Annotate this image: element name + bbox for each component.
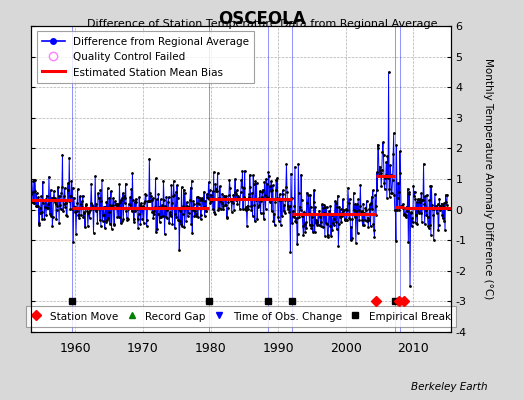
Text: Difference of Station Temperature Data from Regional Average: Difference of Station Temperature Data f… [87, 19, 437, 29]
Legend: Station Move, Record Gap, Time of Obs. Change, Empirical Break: Station Move, Record Gap, Time of Obs. C… [26, 306, 456, 327]
Text: Berkeley Earth: Berkeley Earth [411, 382, 487, 392]
Text: OSCEOLA: OSCEOLA [218, 10, 306, 28]
Y-axis label: Monthly Temperature Anomaly Difference (°C): Monthly Temperature Anomaly Difference (… [483, 58, 493, 300]
